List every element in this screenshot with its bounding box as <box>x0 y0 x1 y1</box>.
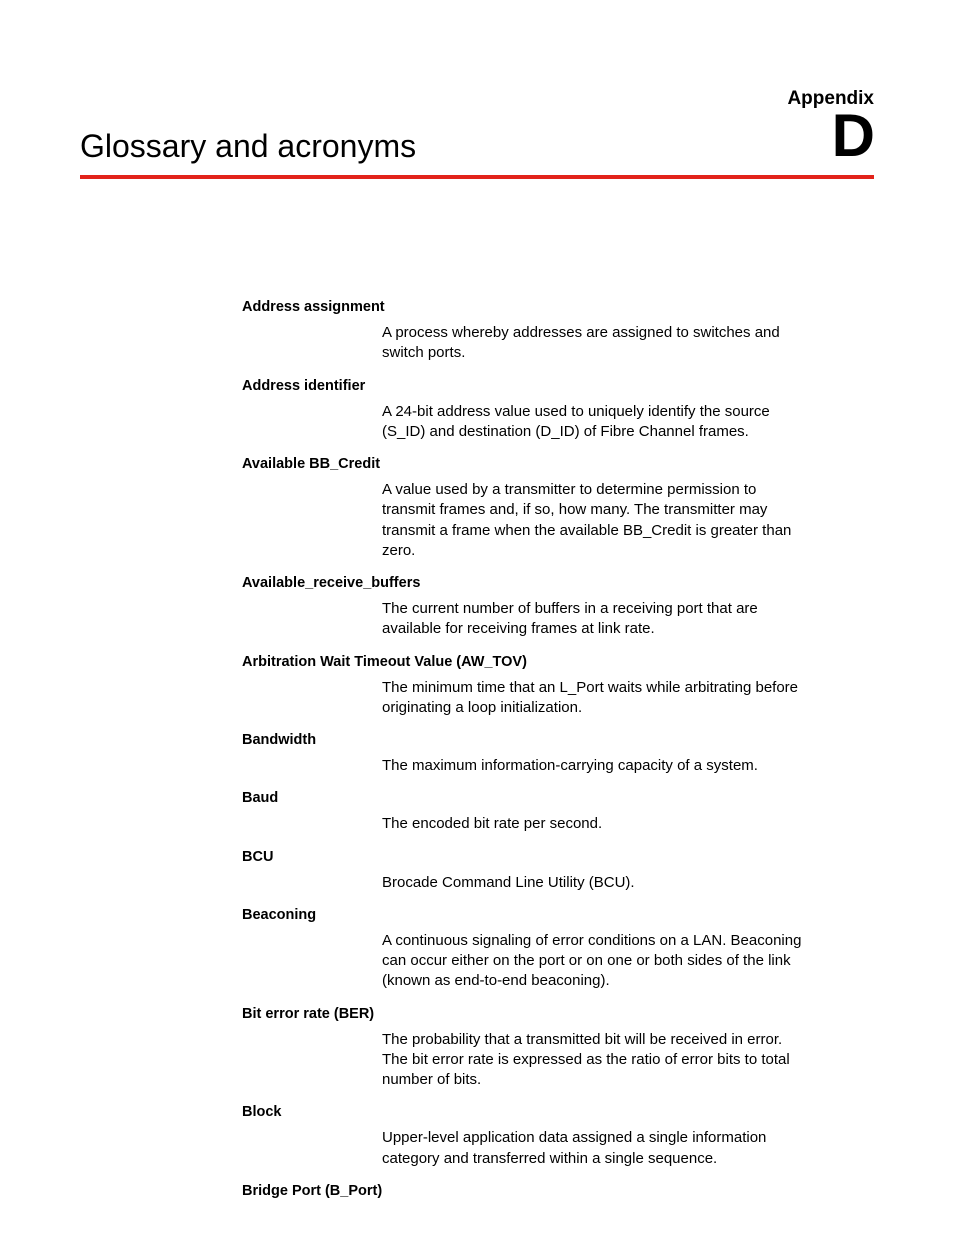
glossary-term: Bridge Port (B_Port) <box>242 1183 874 1199</box>
glossary-term: Block <box>242 1104 874 1120</box>
glossary-entry: Bandwidth The maximum information-carryin… <box>242 732 874 776</box>
glossary-entry: Address assignment A process whereby addr… <box>242 299 874 364</box>
glossary-entry: Block Upper-level application data assign… <box>242 1104 874 1169</box>
glossary-definition: The minimum time that an L_Port waits wh… <box>382 678 802 719</box>
glossary-definition: The probability that a transmitted bit w… <box>382 1030 802 1091</box>
glossary-entry: Bridge Port (B_Port) <box>242 1183 874 1199</box>
page: Appendix D Glossary and acronyms Address… <box>0 0 954 1235</box>
glossary-term: Address identifier <box>242 378 874 394</box>
glossary-entry: Baud The encoded bit rate per second. <box>242 790 874 834</box>
page-title: Glossary and acronyms <box>80 90 874 175</box>
glossary-term: Available_receive_buffers <box>242 575 874 591</box>
glossary-entry: Bit error rate (BER) The probability that… <box>242 1006 874 1091</box>
glossary-entry: Beaconing A continuous signaling of error… <box>242 907 874 992</box>
glossary-definition: Upper-level application data assigned a … <box>382 1128 802 1169</box>
glossary-term: Bandwidth <box>242 732 874 748</box>
appendix-letter: D <box>832 106 874 166</box>
glossary-term: Beaconing <box>242 907 874 923</box>
glossary-definition: A continuous signaling of error conditio… <box>382 931 802 992</box>
glossary-definition: A 24-bit address value used to uniquely … <box>382 402 802 443</box>
glossary-definition: The current number of buffers in a recei… <box>382 599 802 640</box>
glossary-term: BCU <box>242 849 874 865</box>
glossary-list: Address assignment A process whereby addr… <box>80 299 874 1199</box>
glossary-definition: The maximum information-carrying capacit… <box>382 756 802 776</box>
glossary-term: Address assignment <box>242 299 874 315</box>
glossary-term: Arbitration Wait Timeout Value (AW_TOV) <box>242 654 874 670</box>
glossary-definition: A process whereby addresses are assigned… <box>382 323 802 364</box>
glossary-entry: Arbitration Wait Timeout Value (AW_TOV) T… <box>242 654 874 719</box>
glossary-term: Available BB_Credit <box>242 456 874 472</box>
glossary-term: Baud <box>242 790 874 806</box>
title-rule <box>80 175 874 179</box>
glossary-definition: The encoded bit rate per second. <box>382 814 802 834</box>
glossary-entry: Available BB_Credit A value used by a tra… <box>242 456 874 561</box>
glossary-definition: A value used by a transmitter to determi… <box>382 480 802 561</box>
glossary-entry: Address identifier A 24-bit address value… <box>242 378 874 443</box>
glossary-term: Bit error rate (BER) <box>242 1006 874 1022</box>
glossary-entry: BCU Brocade Command Line Utility (BCU). <box>242 849 874 893</box>
page-header: Appendix D Glossary and acronyms <box>80 90 874 179</box>
glossary-entry: Available_receive_buffers The current num… <box>242 575 874 640</box>
glossary-definition: Brocade Command Line Utility (BCU). <box>382 873 802 893</box>
